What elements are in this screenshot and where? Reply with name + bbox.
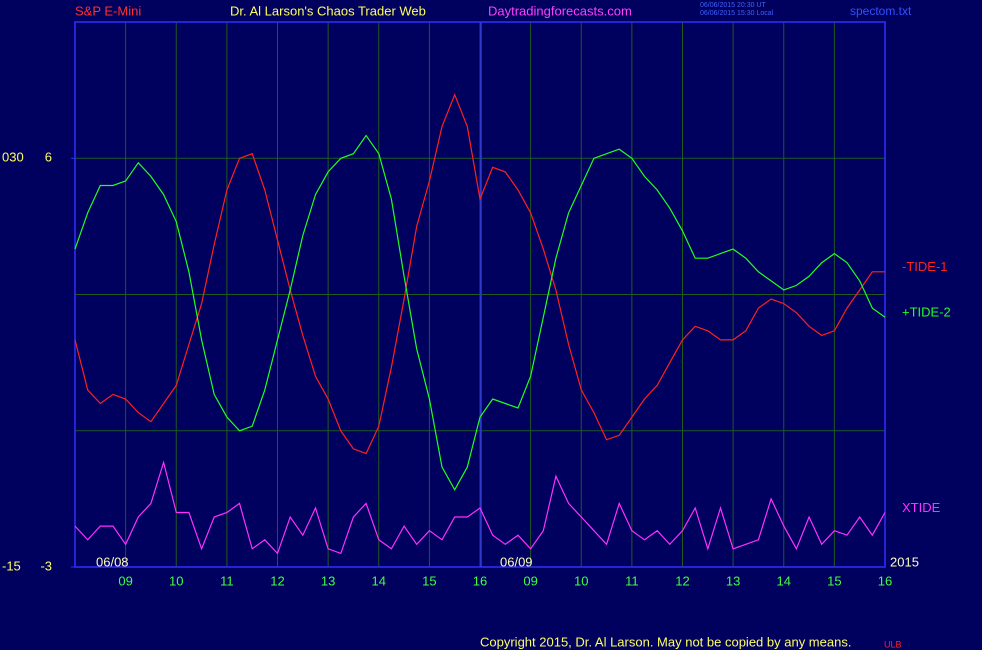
annotation: 06/09 xyxy=(500,554,533,569)
x-tick-label: 15 xyxy=(422,573,436,588)
x-tick-label: 11 xyxy=(625,573,639,588)
x-tick-label: 13 xyxy=(321,573,335,588)
legend-label: -TIDE-1 xyxy=(902,259,948,274)
x-tick-label: 16 xyxy=(473,573,487,588)
x-tick-label: 12 xyxy=(675,573,689,588)
x-tick-label: 11 xyxy=(220,573,234,588)
y-tick-label: -3 xyxy=(40,558,52,573)
annotation: Dr. Al Larson's Chaos Trader Web xyxy=(230,3,426,18)
annotation: 06/06/2015 15:30 Local xyxy=(700,10,774,17)
legend-label: +TIDE-2 xyxy=(902,305,951,320)
series-line xyxy=(74,460,886,555)
legend-label: XTIDE xyxy=(902,500,941,515)
x-tick-label: 09 xyxy=(118,573,132,588)
annotation: 2015 xyxy=(890,554,919,569)
x-tick-label: 09 xyxy=(523,573,537,588)
annotation: 06/06/2015 20:30 UT xyxy=(700,2,766,9)
series-line xyxy=(74,93,885,455)
x-tick-label: 13 xyxy=(726,573,740,588)
y2-tick-label: -15 xyxy=(2,558,21,573)
x-tick-label: 14 xyxy=(372,573,386,588)
x-tick-label: 12 xyxy=(270,573,284,588)
x-tick-label: 10 xyxy=(169,573,183,588)
x-tick-label: 16 xyxy=(878,573,892,588)
y2-tick-label: 030 xyxy=(2,150,24,165)
series-line xyxy=(74,134,886,492)
annotation: S&P E-Mini xyxy=(75,3,141,18)
y-tick-label: 6 xyxy=(45,150,52,165)
x-tick-label: 15 xyxy=(827,573,841,588)
annotation: 06/08 xyxy=(96,554,129,569)
x-tick-label: 10 xyxy=(574,573,588,588)
x-tick-label: 14 xyxy=(777,573,791,588)
plot-border xyxy=(74,21,886,568)
annotation: Copyright 2015, Dr. Al Larson. May not b… xyxy=(480,634,851,649)
annotation: Daytradingforecasts.com xyxy=(488,3,632,18)
annotation: spectom.txt xyxy=(850,4,912,18)
annotation: ULB xyxy=(884,639,902,649)
